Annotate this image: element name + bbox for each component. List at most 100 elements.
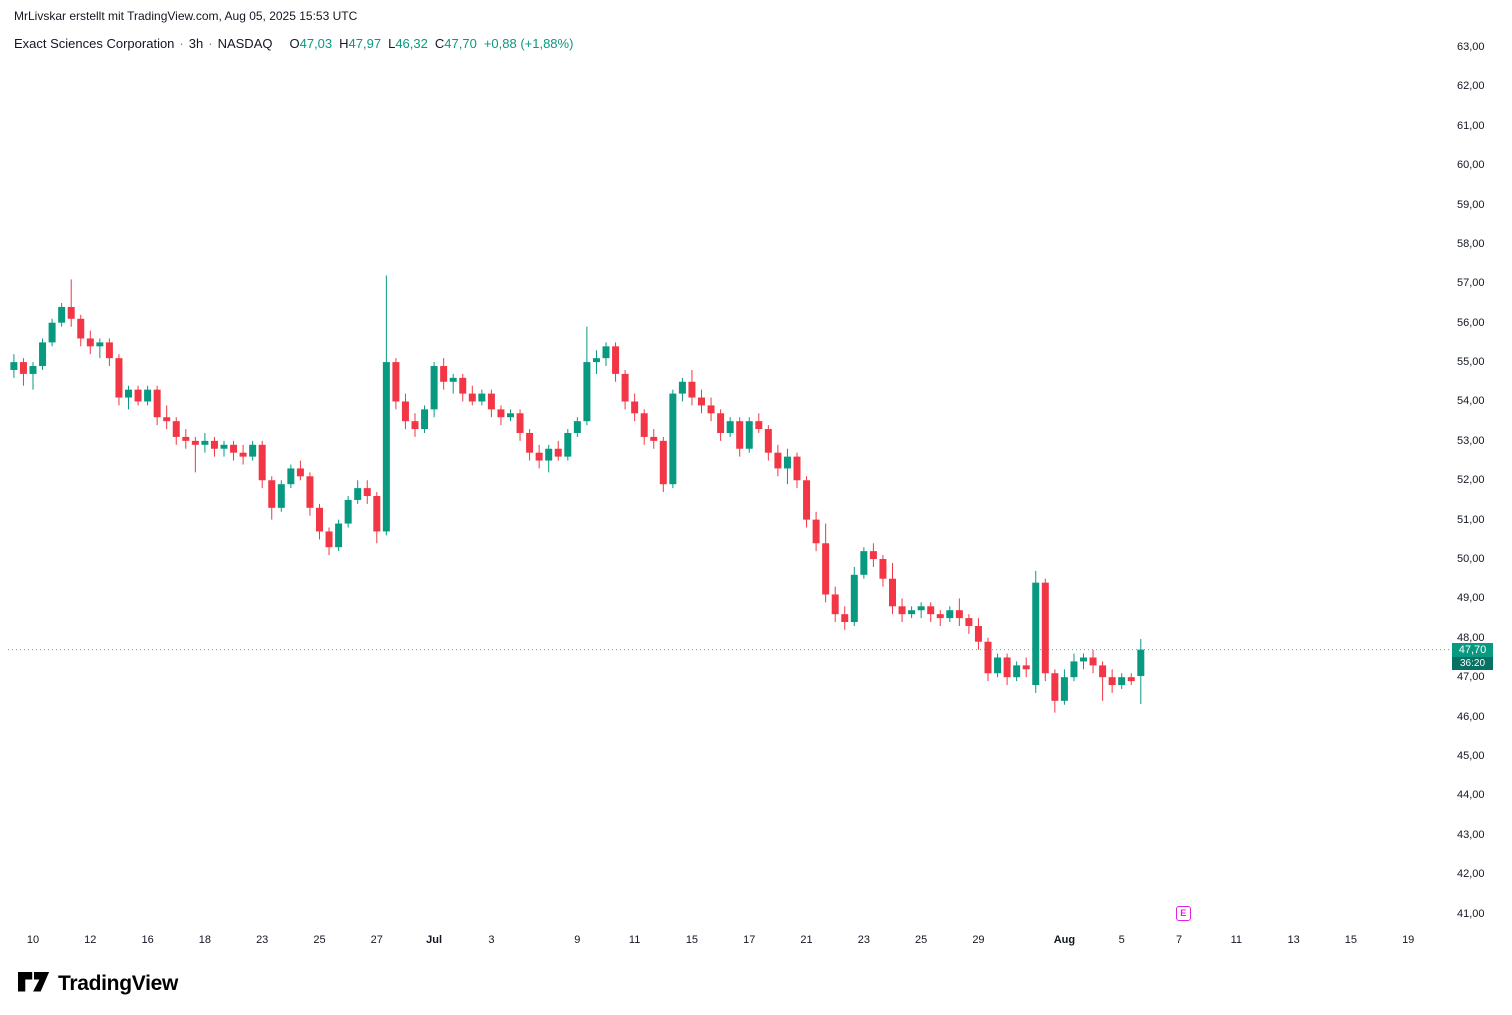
candle[interactable] (39, 338, 47, 370)
candle[interactable] (19, 358, 27, 386)
candle[interactable] (554, 440, 562, 461)
candle[interactable] (115, 354, 123, 406)
last-price-badge[interactable]: 47,70 36:20 (1452, 642, 1493, 670)
candle[interactable] (230, 440, 238, 461)
candle[interactable] (659, 436, 667, 493)
candle[interactable] (29, 362, 37, 390)
candle[interactable] (382, 275, 390, 536)
candle[interactable] (974, 618, 982, 650)
candle[interactable] (516, 409, 524, 441)
symbol-name[interactable]: Exact Sciences Corporation (14, 36, 175, 51)
candle[interactable] (96, 338, 104, 359)
candle[interactable] (459, 373, 467, 402)
candle[interactable] (955, 598, 963, 626)
candle[interactable] (296, 460, 304, 481)
candle[interactable] (573, 417, 581, 437)
candle[interactable] (736, 417, 744, 457)
candle[interactable] (717, 409, 725, 441)
candle[interactable] (449, 373, 457, 394)
candle[interactable] (354, 480, 362, 504)
candle[interactable] (77, 314, 85, 347)
candle[interactable] (287, 464, 295, 489)
candle[interactable] (803, 476, 811, 528)
candle[interactable] (889, 562, 896, 615)
candle[interactable] (898, 598, 906, 623)
candle[interactable] (105, 338, 113, 367)
candle[interactable] (507, 409, 514, 422)
candle[interactable] (249, 440, 257, 461)
candle[interactable] (669, 389, 677, 489)
candle[interactable] (678, 377, 686, 402)
candle[interactable] (583, 326, 591, 426)
candle[interactable] (650, 429, 658, 449)
candle[interactable] (172, 417, 180, 445)
candle[interactable] (1137, 638, 1145, 704)
candle[interactable] (325, 527, 333, 556)
candle[interactable] (688, 369, 696, 406)
candle[interactable] (1013, 661, 1021, 682)
candle[interactable] (908, 606, 916, 619)
candle[interactable] (1060, 669, 1068, 705)
candle[interactable] (612, 342, 620, 382)
candle[interactable] (755, 413, 763, 433)
candle[interactable] (783, 448, 791, 485)
candle[interactable] (1032, 570, 1040, 693)
candle[interactable] (602, 342, 610, 367)
candle[interactable] (860, 547, 868, 579)
candle[interactable] (946, 606, 954, 623)
candle[interactable] (220, 440, 228, 457)
candle[interactable] (268, 476, 276, 520)
candle[interactable] (812, 511, 820, 552)
candle[interactable] (335, 519, 343, 552)
interval-label[interactable]: 3h (188, 36, 204, 51)
candle[interactable] (640, 409, 648, 445)
candle[interactable] (592, 350, 600, 374)
candle[interactable] (210, 436, 218, 457)
candle[interactable] (1108, 669, 1116, 693)
candle[interactable] (936, 610, 944, 626)
candle[interactable] (1089, 649, 1097, 674)
candle[interactable] (745, 417, 753, 453)
candle[interactable] (545, 444, 553, 473)
candle[interactable] (1080, 653, 1087, 670)
candle[interactable] (487, 389, 495, 418)
candle[interactable] (363, 480, 371, 504)
candle[interactable] (144, 385, 152, 406)
candle[interactable] (707, 397, 715, 422)
candle[interactable] (316, 503, 323, 540)
candle[interactable] (182, 429, 190, 449)
candle[interactable] (440, 358, 448, 390)
candle[interactable] (201, 432, 209, 453)
earnings-marker[interactable]: E (1175, 906, 1191, 921)
candle[interactable] (1118, 673, 1126, 689)
candle[interactable] (850, 566, 858, 626)
candle[interactable] (1022, 657, 1030, 678)
candle[interactable] (67, 279, 75, 327)
candle[interactable] (10, 354, 18, 378)
candle[interactable] (1070, 653, 1078, 682)
candle[interactable] (430, 362, 438, 418)
candle[interactable] (984, 637, 992, 682)
candle[interactable] (497, 405, 505, 426)
candle[interactable] (841, 606, 849, 630)
candle[interactable] (191, 436, 199, 473)
candle[interactable] (917, 602, 925, 619)
candle[interactable] (1003, 653, 1011, 686)
candle[interactable] (994, 653, 1002, 678)
candle[interactable] (822, 523, 830, 603)
candle[interactable] (869, 543, 877, 567)
candle[interactable] (793, 452, 801, 489)
candle[interactable] (258, 440, 266, 489)
candle[interactable] (535, 444, 543, 469)
tradingview-logo[interactable]: TradingView (18, 972, 178, 996)
candle[interactable] (726, 417, 734, 437)
candle[interactable] (1127, 673, 1135, 686)
candle[interactable] (401, 393, 409, 430)
candle[interactable] (277, 480, 285, 512)
candle[interactable] (421, 405, 429, 433)
candle[interactable] (411, 413, 419, 437)
candle[interactable] (631, 393, 639, 422)
candle[interactable] (1041, 578, 1049, 682)
candle[interactable] (153, 385, 161, 426)
